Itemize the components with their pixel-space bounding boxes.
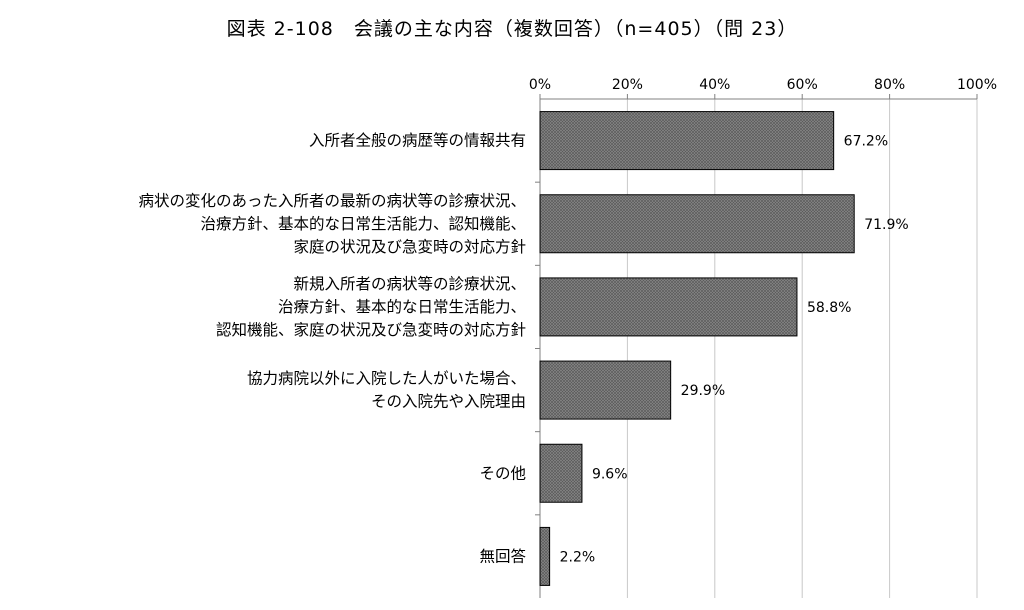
bars xyxy=(539,111,855,586)
chart-title: 図表 2-108 会議の主な内容（複数回答）（n=405）（問 23） xyxy=(226,18,798,40)
category-label: 無回答 xyxy=(479,547,526,565)
data-label: 67.2% xyxy=(844,134,888,150)
x-tick-label: 80% xyxy=(874,77,905,93)
data-label: 71.9% xyxy=(864,217,908,233)
category-label: その入院先や入院理由 xyxy=(371,392,526,411)
data-labels: 67.2% 71.9% 58.8% 29.9% 9.6% 2.2% xyxy=(560,134,909,566)
category-label: 入所者全般の病歴等の情報共有 xyxy=(309,132,526,150)
data-label: 58.8% xyxy=(807,300,851,316)
data-label: 9.6% xyxy=(592,466,628,482)
category-label: 認知機能、家庭の状況及び急変時の対応方針 xyxy=(216,321,526,339)
category-label: 病状の変化のあった入所者の最新の病状等の診療状況、 xyxy=(138,192,526,210)
category-labels: 入所者全般の病歴等の情報共有病状の変化のあった入所者の最新の病状等の診療状況、治… xyxy=(138,132,526,566)
category-label: 家庭の状況及び急変時の対応方針 xyxy=(293,238,526,256)
x-tick-label: 20% xyxy=(612,77,643,93)
bar xyxy=(539,526,551,586)
x-tick-label: 40% xyxy=(699,77,730,93)
axes xyxy=(535,94,978,598)
x-tick-labels: 0% 20% 40% 60% 80% 100% xyxy=(529,77,997,93)
category-label: 新規入所者の病状等の診療状況、 xyxy=(293,275,526,293)
bar xyxy=(539,111,835,171)
x-tick-label: 60% xyxy=(787,77,818,93)
data-label: 2.2% xyxy=(560,549,596,565)
bar xyxy=(539,443,583,503)
data-label: 29.9% xyxy=(681,383,725,399)
category-label: その他 xyxy=(479,464,526,482)
bar xyxy=(539,360,672,420)
bar xyxy=(539,277,798,337)
category-label: 協力病院以外に入院した人がいた場合、 xyxy=(247,369,526,388)
x-tick-label: 0% xyxy=(529,77,551,93)
category-label: 治療方針、基本的な日常生活能力、 xyxy=(278,298,526,316)
x-tick-label: 100% xyxy=(957,77,997,93)
gridlines xyxy=(626,99,978,598)
bar xyxy=(539,194,855,254)
category-label: 治療方針、基本的な日常生活能力、認知機能、 xyxy=(200,215,526,233)
